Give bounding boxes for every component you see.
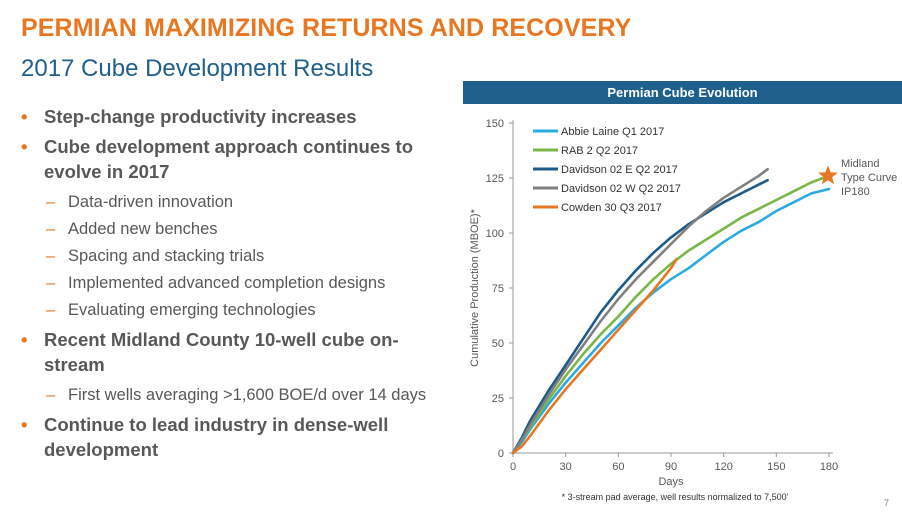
x-tick-label: 180 [820, 461, 838, 473]
type-curve-star-icon [818, 165, 838, 185]
bullet-text: Cube development approach continues to e… [44, 136, 414, 182]
series-line [511, 187, 831, 455]
page-number: 7 [884, 498, 890, 508]
bullet-marker: • [21, 414, 28, 435]
bullet-marker: • [21, 329, 28, 350]
sub-bullet-list: – First wells averaging >1,600 BOE/d over… [21, 382, 441, 409]
bullet-text: Recent Midland County 10-well cube on-st… [44, 329, 399, 375]
chart-title: Permian Cube Evolution [463, 81, 902, 104]
series-line [511, 178, 769, 455]
type-curve-label: Type Curve [841, 172, 897, 184]
x-axis-label: Days [658, 476, 684, 488]
bullet-text: Step-change productivity increases [44, 106, 357, 127]
y-tick-label: 100 [486, 228, 504, 240]
chart-footnote: * 3-stream pad average, well results nor… [562, 492, 789, 502]
sub-bullet-text: Added new benches [68, 220, 218, 238]
sub-bullet-text: First wells averaging >1,600 BOE/d over … [68, 386, 427, 404]
series-line [511, 258, 678, 455]
sub-bullet-text: Data-driven innovation [68, 193, 234, 211]
x-tick-label: 90 [665, 461, 677, 473]
y-axis-label: Cumulative Production (MBOE)* [469, 208, 481, 366]
bullet-item: • Recent Midland County 10-well cube on-s… [21, 327, 441, 377]
sub-bullet-text: Evaluating emerging technologies [68, 301, 316, 319]
y-tick-label: 25 [492, 393, 504, 405]
sub-bullet-text: Implemented advanced completion designs [68, 274, 386, 292]
y-tick-label: 125 [486, 173, 504, 185]
page-subtitle: 2017 Cube Development Results [21, 55, 374, 82]
sub-bullet-item: – Data-driven innovation [21, 189, 441, 216]
sub-bullet-marker: – [46, 274, 56, 292]
bullet-marker: • [21, 136, 28, 157]
sub-bullet-text: Spacing and stacking trials [68, 247, 265, 265]
x-tick-label: 60 [612, 461, 624, 473]
page-title: PERMIAN MAXIMIZING RETURNS AND RECOVERY [21, 14, 632, 42]
bullet-list: • Step-change productivity increases • Cube… [21, 104, 441, 467]
bullet-item: • Step-change productivity increases [21, 104, 441, 129]
sub-bullet-item: – Evaluating emerging technologies [21, 297, 441, 324]
sub-bullet-marker: – [46, 301, 56, 319]
y-tick-label: 75 [492, 283, 504, 295]
x-tick-label: 30 [560, 461, 572, 473]
sub-bullet-item: – First wells averaging >1,600 BOE/d over… [21, 382, 441, 409]
series-line [511, 167, 769, 455]
y-tick-label: 0 [498, 448, 504, 460]
sub-bullet-item: – Spacing and stacking trials [21, 243, 441, 270]
x-tick-label: 150 [767, 461, 785, 473]
sub-bullet-item: – Implemented advanced completion designs [21, 270, 441, 297]
y-tick-label: 150 [486, 118, 504, 130]
sub-bullet-marker: – [46, 193, 56, 211]
legend-label: Cowden 30 Q3 2017 [561, 202, 662, 214]
bullet-text: Continue to lead industry in dense-well … [44, 414, 389, 460]
series-line [511, 174, 831, 455]
bullet-marker: • [21, 106, 28, 127]
legend-label: Davidson 02 E Q2 2017 [561, 164, 678, 176]
sub-bullet-list: – Data-driven innovation – Added new benche… [21, 189, 441, 324]
sub-bullet-marker: – [46, 220, 56, 238]
type-curve-label: IP180 [841, 186, 870, 198]
bullet-item: • Cube development approach continues to … [21, 134, 441, 184]
x-tick-label: 0 [510, 461, 516, 473]
legend-label: RAB 2 Q2 2017 [561, 145, 638, 157]
legend-label: Abbie Laine Q1 2017 [561, 126, 664, 138]
legend-label: Davidson 02 W Q2 2017 [561, 183, 681, 195]
sub-bullet-marker: – [46, 386, 56, 404]
bullet-item: • Continue to lead industry in dense-well… [21, 412, 441, 462]
type-curve-label: Midland [841, 158, 880, 170]
sub-bullet-marker: – [46, 247, 56, 265]
x-tick-label: 120 [714, 461, 732, 473]
y-tick-label: 50 [492, 338, 504, 350]
sub-bullet-item: – Added new benches [21, 216, 441, 243]
